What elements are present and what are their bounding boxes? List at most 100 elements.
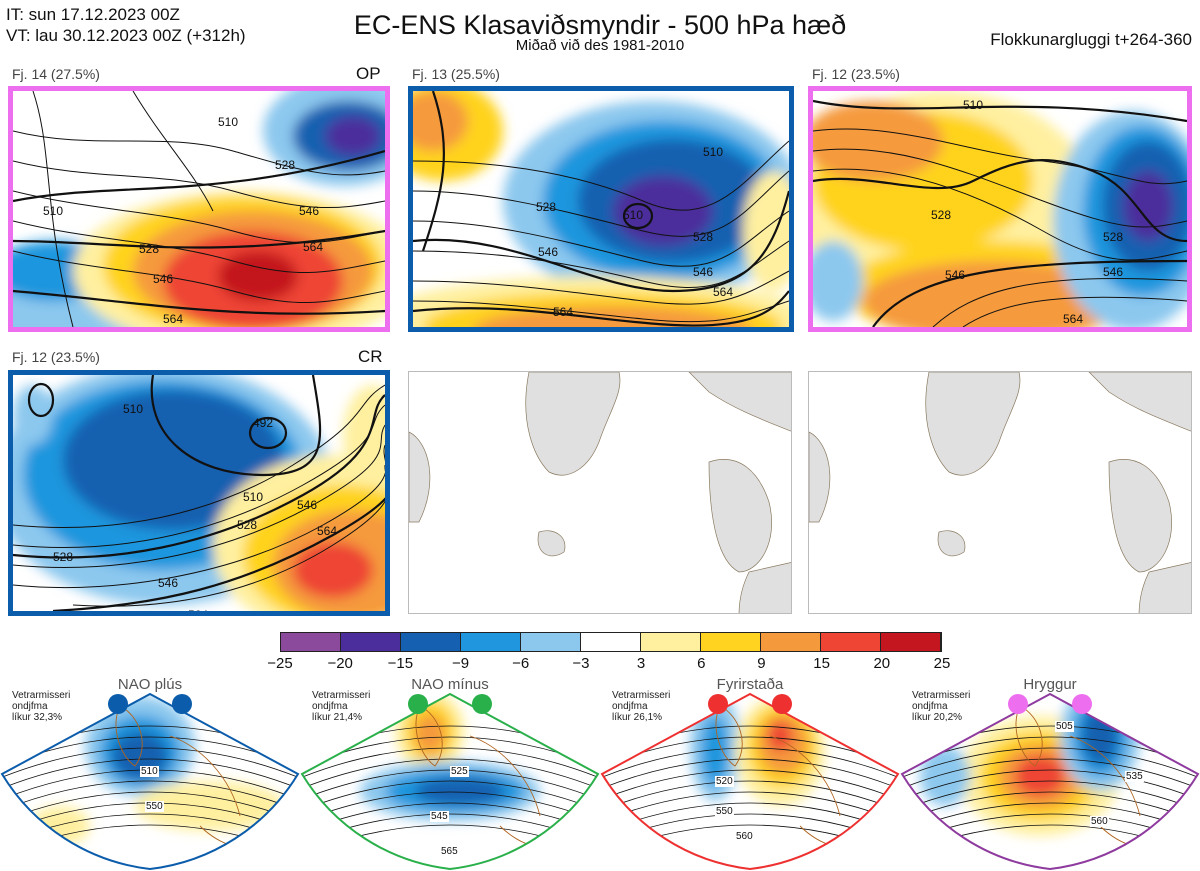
contour-label: 510 bbox=[623, 208, 643, 222]
contour-label: 546 bbox=[297, 498, 317, 512]
colorbar-swatch bbox=[401, 633, 461, 651]
contour-label: 510 bbox=[963, 98, 983, 112]
regime-contour-label: 565 bbox=[440, 846, 459, 857]
colorbar-tick-label: 9 bbox=[757, 655, 766, 672]
contour-label: 564 bbox=[713, 285, 733, 299]
regime-note-line: líkur 32,3% bbox=[12, 712, 63, 723]
regime-note-line: Vetrarmisseri bbox=[312, 690, 371, 701]
contour-label: 528 bbox=[237, 518, 257, 532]
cluster-map-panel-1[interactable]: 510 528 546 564 528 546 564 510 bbox=[8, 86, 390, 332]
regime-marker-dot bbox=[108, 694, 128, 714]
contour-label: 564 bbox=[317, 524, 337, 538]
contour-label: 510 bbox=[703, 145, 723, 159]
panel-1-label: Fj. 14 (27.5%) bbox=[12, 66, 100, 82]
panel-2-label: Fj. 13 (25.5%) bbox=[412, 66, 500, 82]
regime-marker-dot bbox=[708, 694, 728, 714]
regime-name: Hryggur bbox=[1023, 676, 1077, 693]
regime-panel[interactable]: NAO mínus Vetrarmisseri ondjfma líkur 21,4%… bbox=[300, 676, 600, 871]
regime-contour-label: 525 bbox=[450, 766, 469, 777]
colorbar-tick-label: 6 bbox=[697, 655, 706, 672]
colorbar-tick-label: −20 bbox=[327, 655, 353, 672]
regime-contour-label: 560 bbox=[1090, 816, 1109, 827]
contour-label: 546 bbox=[1103, 265, 1123, 279]
contour-label: 564 bbox=[1063, 312, 1083, 326]
contour-label: 510 bbox=[218, 115, 238, 129]
panel-1-tag: OP bbox=[356, 64, 381, 83]
colorbar-tick-label: 20 bbox=[873, 655, 891, 672]
classification-window: Flokkunargluggi t+264-360 bbox=[990, 30, 1192, 49]
regime-marker-dot bbox=[1072, 694, 1092, 714]
regime-note-line: líkur 20,2% bbox=[912, 712, 963, 723]
initial-time: IT: sun 17.12.2023 00Z bbox=[6, 5, 180, 24]
regime-note: Vetrarmisseri ondjfma líkur 21,4% bbox=[312, 690, 392, 723]
regime-panel[interactable]: Hryggur Vetrarmisseri ondjfma líkur 20,2% 50… bbox=[900, 676, 1200, 871]
regime-marker-dot bbox=[1008, 694, 1028, 714]
page-title: EC-ENS Klasaviðsmyndir - 500 hPa hæð bbox=[353, 10, 847, 40]
contour-label: 564 bbox=[553, 305, 573, 319]
cluster-map-panel-4[interactable]: 510 528 546 564 492 510 528 546 564 bbox=[8, 370, 390, 616]
colorbar-tick-label: −3 bbox=[572, 655, 590, 672]
colorbar-tick-label: 3 bbox=[636, 655, 646, 672]
regime-name: NAO mínus bbox=[411, 676, 489, 693]
contour-label: 564 bbox=[163, 312, 183, 326]
regime-note: Vetrarmisseri ondjfma líkur 32,3% bbox=[12, 690, 92, 723]
colorbar-swatch bbox=[881, 633, 941, 651]
contour-label: 546 bbox=[538, 245, 558, 259]
panel-3-label: Fj. 12 (23.5%) bbox=[812, 66, 900, 82]
contour-label: 564 bbox=[188, 608, 208, 611]
colorbar-swatch bbox=[821, 633, 881, 651]
regime-panel[interactable]: Fyrirstaða Vetrarmisseri ondjfma líkur 26,1… bbox=[600, 676, 900, 871]
cluster-map-panel-2[interactable]: 510 528 546 564 528 510 546 564 bbox=[408, 86, 794, 332]
regime-panel[interactable]: NAO plús Vetrarmisseri ondjfma líkur 32,3% 5… bbox=[0, 676, 300, 871]
regime-note-line: ondjfma bbox=[312, 701, 348, 712]
contour-label: 546 bbox=[158, 576, 178, 590]
header-info: IT: sun 17.12.2023 00Z VT: lau 30.12.202… bbox=[6, 4, 246, 46]
contour-label: 546 bbox=[693, 265, 713, 279]
regime-name: NAO plús bbox=[117, 676, 183, 693]
contour-label: 546 bbox=[153, 272, 173, 286]
regime-contour-label: 520 bbox=[715, 776, 734, 787]
regime-marker-dot bbox=[772, 694, 792, 714]
regime-contour-label: 550 bbox=[715, 806, 734, 817]
colorbar-swatch bbox=[701, 633, 761, 651]
regime-note-line: ondjfma bbox=[12, 701, 48, 712]
contour-label: 528 bbox=[139, 242, 159, 256]
contour-label: 510 bbox=[43, 204, 63, 218]
regime-map bbox=[900, 692, 1200, 871]
colorbar-swatch bbox=[461, 633, 521, 651]
panel-4-tag: CR bbox=[358, 347, 383, 366]
regime-note-line: ondjfma bbox=[612, 701, 648, 712]
regime-name: Fyrirstaða bbox=[716, 676, 784, 693]
page-subtitle: Miðað við des 1981-2010 bbox=[515, 37, 685, 54]
regime-note: Vetrarmisseri ondjfma líkur 20,2% bbox=[912, 690, 992, 723]
colorbar-swatch bbox=[521, 633, 581, 651]
regime-map bbox=[300, 692, 600, 871]
contour-label: 528 bbox=[275, 158, 295, 172]
colorbar-swatch bbox=[641, 633, 701, 651]
cluster-map-panel-3[interactable]: 510 528 546 564 528 546 bbox=[808, 86, 1192, 332]
regime-contour-label: 545 bbox=[430, 811, 449, 822]
regime-marker-dot bbox=[172, 694, 192, 714]
contour-label: 528 bbox=[931, 208, 951, 222]
colorbar-swatch bbox=[341, 633, 401, 651]
colorbar-tick-label: 15 bbox=[813, 655, 830, 672]
contour-label: 546 bbox=[945, 268, 965, 282]
colorbar-swatch bbox=[581, 633, 641, 651]
regime-note-line: Vetrarmisseri bbox=[912, 690, 971, 701]
colorbar-tick-label: −25 bbox=[267, 655, 293, 672]
regime-note-line: líkur 21,4% bbox=[312, 712, 363, 723]
colorbar-swatch bbox=[281, 633, 341, 651]
contour-label: 510 bbox=[243, 490, 263, 504]
regime-marker-dot bbox=[408, 694, 428, 714]
regime-note: Vetrarmisseri ondjfma líkur 26,1% bbox=[612, 690, 692, 723]
regime-note-line: Vetrarmisseri bbox=[612, 690, 671, 701]
contour-label: 564 bbox=[303, 240, 323, 254]
contour-label: 528 bbox=[693, 230, 713, 244]
colorbar-tick-label: 25 bbox=[933, 655, 951, 672]
contour-label: 492 bbox=[253, 416, 273, 430]
regime-contour-label: 510 bbox=[140, 766, 159, 777]
regime-contour-label: 560 bbox=[735, 831, 754, 842]
contour-label: 528 bbox=[1103, 230, 1123, 244]
colorbar-tick-label: −15 bbox=[387, 655, 414, 672]
colorbar-swatch bbox=[761, 633, 821, 651]
